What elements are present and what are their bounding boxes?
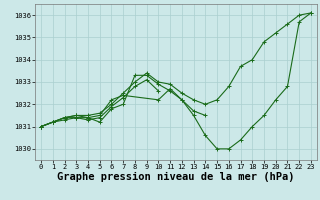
X-axis label: Graphe pression niveau de la mer (hPa): Graphe pression niveau de la mer (hPa) [57, 172, 295, 182]
